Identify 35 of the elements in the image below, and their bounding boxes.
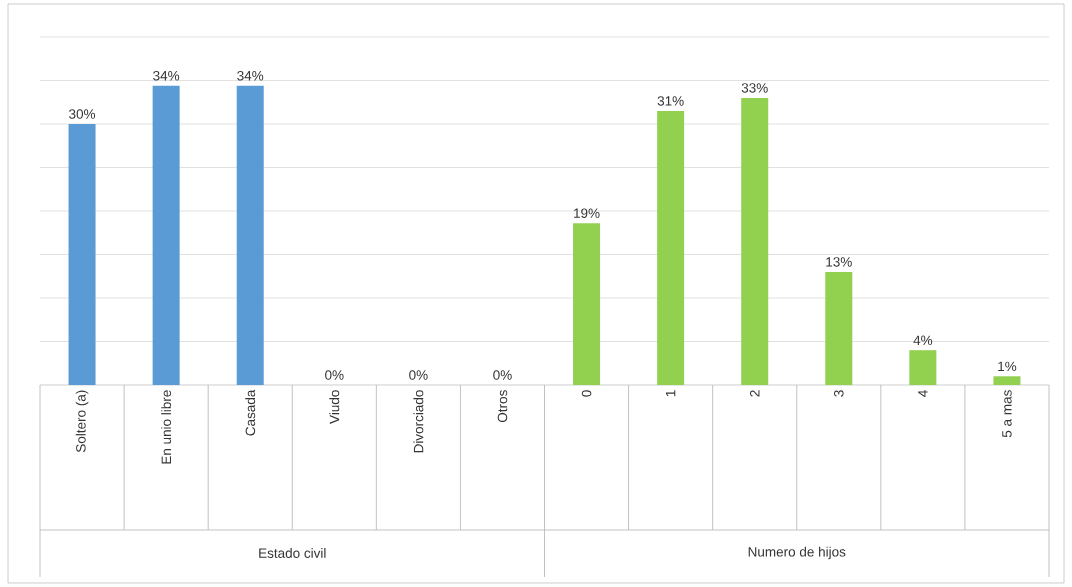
data-label: 0% — [493, 370, 512, 380]
x-tick-label: 5 a mas — [1002, 390, 1012, 438]
data-label: 34% — [237, 70, 264, 81]
bar — [993, 376, 1021, 385]
text: Estado civil — [259, 548, 326, 558]
data-label: 1% — [998, 361, 1017, 372]
bar — [909, 350, 937, 385]
text: Numero de hijos — [748, 546, 846, 560]
x-tick-label: Otros — [497, 390, 508, 423]
data-label: 13% — [826, 257, 852, 267]
data-label: 30% — [69, 109, 96, 119]
x-tick-label: 2 — [750, 390, 760, 397]
x-tick-label: Viudo — [329, 390, 340, 424]
x-tick-label: 1 — [665, 390, 676, 397]
bar — [741, 97, 769, 385]
data-label: 19% — [574, 208, 600, 218]
bar — [152, 85, 180, 385]
data-label: 34% — [153, 70, 180, 81]
data-label: 31% — [657, 96, 684, 106]
x-tick-label: 3 — [834, 390, 844, 397]
x-tick-label: 4 — [918, 390, 928, 397]
data-label: 0% — [409, 370, 428, 380]
x-tick-label: Casada — [245, 389, 256, 436]
bar — [657, 110, 685, 385]
x-tick-label: Soltero (a) — [75, 390, 89, 453]
bar — [573, 223, 601, 385]
x-tick-label: Divorciado — [413, 390, 424, 453]
bar — [236, 85, 264, 385]
x-tick-label: 0 — [581, 390, 592, 397]
data-label: 0% — [325, 370, 344, 380]
data-label: 33% — [741, 83, 768, 93]
x-tick-label: En unio libre — [161, 390, 172, 464]
bar — [68, 123, 96, 385]
bar — [825, 271, 853, 385]
data-label: 4% — [913, 335, 933, 345]
